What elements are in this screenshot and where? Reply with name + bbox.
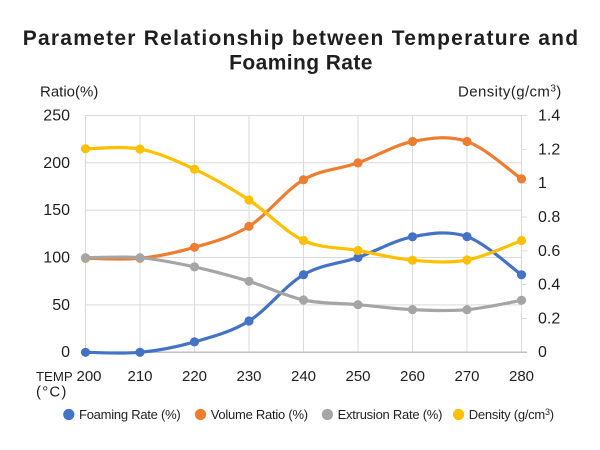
svg-text:150: 150 <box>43 202 70 219</box>
svg-text:Volume Ratio (%): Volume Ratio (%) <box>211 407 308 422</box>
svg-text:Extrusion Rate (%): Extrusion Rate (%) <box>338 407 443 422</box>
svg-text:260: 260 <box>400 368 425 385</box>
svg-text:(°C): (°C) <box>36 384 68 401</box>
svg-text:200: 200 <box>43 155 70 172</box>
svg-text:0.4: 0.4 <box>538 277 560 294</box>
svg-text:Foaming Rate (%): Foaming Rate (%) <box>79 407 180 422</box>
svg-text:220: 220 <box>182 368 207 385</box>
svg-text:0.2: 0.2 <box>538 310 560 327</box>
svg-text:230: 230 <box>236 368 261 385</box>
svg-text:250: 250 <box>345 368 370 385</box>
svg-text:Density (g/cm3): Density (g/cm3) <box>469 407 554 422</box>
svg-text:Parameter Relationship between: Parameter Relationship between Temperatu… <box>23 27 580 50</box>
svg-text:200: 200 <box>76 368 101 385</box>
svg-text:TEMP: TEMP <box>36 369 73 384</box>
svg-text:240: 240 <box>291 368 316 385</box>
svg-text:1.4: 1.4 <box>538 108 560 125</box>
svg-text:Foaming Rate: Foaming Rate <box>229 52 373 75</box>
svg-text:270: 270 <box>454 368 479 385</box>
svg-text:1.2: 1.2 <box>538 141 560 158</box>
svg-text:100: 100 <box>43 250 70 267</box>
svg-text:50: 50 <box>52 297 70 314</box>
svg-text:0: 0 <box>538 344 547 361</box>
svg-text:210: 210 <box>127 368 152 385</box>
svg-text:250: 250 <box>43 108 70 125</box>
svg-text:0: 0 <box>61 344 70 361</box>
svg-text:0.8: 0.8 <box>538 209 560 226</box>
svg-text:0.6: 0.6 <box>538 243 560 260</box>
svg-text:280: 280 <box>509 368 534 385</box>
svg-text:Ratio(%): Ratio(%) <box>40 84 98 101</box>
svg-text:1: 1 <box>538 175 547 192</box>
svg-text:Density(g/cm3): Density(g/cm3) <box>458 84 562 101</box>
